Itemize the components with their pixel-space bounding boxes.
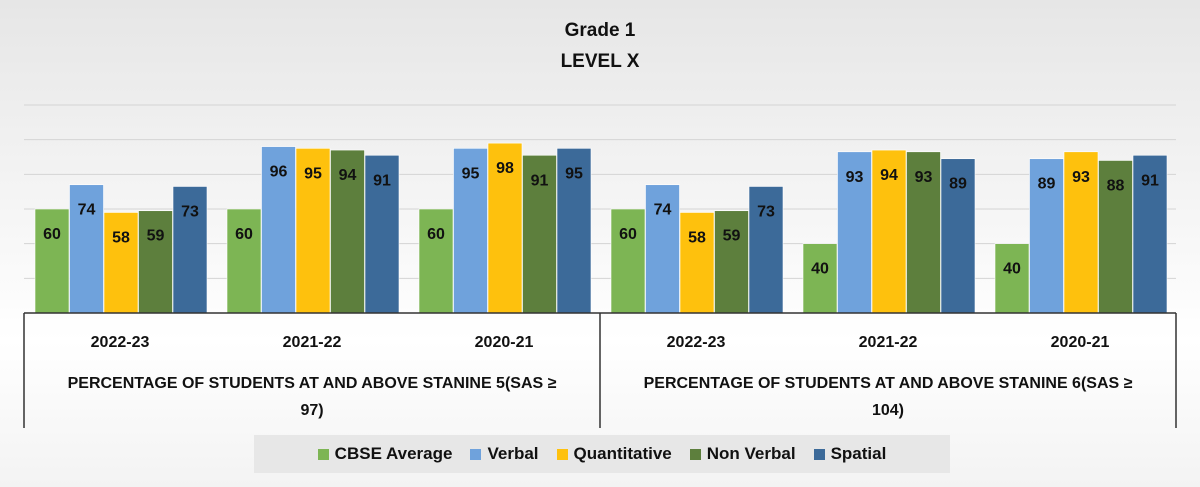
data-label: 60 xyxy=(235,226,253,243)
bar xyxy=(138,210,173,314)
bar xyxy=(34,208,70,314)
data-label: 94 xyxy=(880,167,898,184)
data-label: 93 xyxy=(846,169,864,186)
data-label: 40 xyxy=(811,261,829,278)
bar xyxy=(871,149,907,314)
bar xyxy=(295,148,331,314)
bar xyxy=(261,146,296,314)
data-label: 91 xyxy=(373,172,391,189)
data-label: 74 xyxy=(78,202,96,219)
data-label: 73 xyxy=(757,203,775,220)
legend-item: Verbal xyxy=(470,444,539,464)
data-label: 95 xyxy=(304,165,322,182)
chart-subtitle: LEVEL X xyxy=(560,51,640,72)
data-label: 58 xyxy=(112,229,130,246)
bar xyxy=(1098,160,1133,314)
legend-swatch xyxy=(556,448,568,460)
category-label: 2022-23 xyxy=(667,334,726,351)
category-label: 2021-22 xyxy=(283,334,342,351)
data-label: 59 xyxy=(147,228,165,245)
bar xyxy=(487,142,523,314)
data-label: 91 xyxy=(1141,172,1159,189)
data-label: 73 xyxy=(181,203,199,220)
bar xyxy=(837,151,872,314)
legend-item: Quantitative xyxy=(556,444,672,464)
legend-swatch xyxy=(813,448,825,460)
data-label: 93 xyxy=(1072,169,1090,186)
bar xyxy=(172,186,208,314)
legend-item: Spatial xyxy=(813,444,887,464)
data-label: 60 xyxy=(427,226,445,243)
bar xyxy=(330,149,365,314)
bar xyxy=(453,148,488,314)
bar xyxy=(940,158,976,314)
data-label: 95 xyxy=(565,165,583,182)
bar xyxy=(226,208,262,314)
bar xyxy=(418,208,454,314)
bar xyxy=(802,243,838,314)
bar xyxy=(748,186,784,314)
data-label: 95 xyxy=(462,165,480,182)
data-label: 40 xyxy=(1003,261,1021,278)
legend-label: Spatial xyxy=(830,444,887,463)
bar xyxy=(1063,151,1099,314)
data-label: 60 xyxy=(43,226,61,243)
category-label: 2020-21 xyxy=(1051,334,1110,351)
data-label: 93 xyxy=(915,169,933,186)
bar xyxy=(714,210,749,314)
data-label: 74 xyxy=(654,202,672,219)
bar xyxy=(1029,158,1064,314)
category-label: 2021-22 xyxy=(859,334,918,351)
data-label: 91 xyxy=(531,172,549,189)
data-label: 58 xyxy=(688,229,706,246)
legend-label: Quantitative xyxy=(573,444,672,463)
bar xyxy=(679,212,715,314)
bar xyxy=(610,208,646,314)
bar xyxy=(1132,154,1168,314)
group-label: PERCENTAGE OF STUDENTS AT AND ABOVE STAN… xyxy=(644,375,1133,419)
legend-label: Verbal xyxy=(487,444,539,463)
data-label: 96 xyxy=(270,164,288,181)
legend-swatch xyxy=(317,448,329,460)
category-label: 2022-23 xyxy=(91,334,150,351)
legend-swatch xyxy=(470,448,482,460)
legend-label: Non Verbal xyxy=(706,444,796,463)
legend-swatch xyxy=(689,448,701,460)
data-label: 60 xyxy=(619,226,637,243)
data-label: 59 xyxy=(723,228,741,245)
legend-item: Non Verbal xyxy=(689,444,796,464)
data-label: 89 xyxy=(949,176,967,193)
legend-item: CBSE Average xyxy=(317,444,453,464)
bar xyxy=(994,243,1030,314)
data-label: 88 xyxy=(1107,177,1125,194)
chart-title: Grade 1 xyxy=(564,20,636,41)
bar xyxy=(645,184,680,314)
data-label: 94 xyxy=(339,167,357,184)
bar xyxy=(364,154,400,314)
data-label: 98 xyxy=(496,160,514,177)
category-label: 2020-21 xyxy=(475,334,534,351)
group-label: PERCENTAGE OF STUDENTS AT AND ABOVE STAN… xyxy=(68,375,557,419)
bar xyxy=(906,151,941,314)
legend: CBSE Average Verbal Quantitative Non Verbal… xyxy=(254,435,950,473)
bar xyxy=(556,148,592,314)
bar xyxy=(103,212,139,314)
bar xyxy=(522,154,557,314)
data-label: 89 xyxy=(1038,176,1056,193)
legend-label: CBSE Average xyxy=(334,444,453,463)
